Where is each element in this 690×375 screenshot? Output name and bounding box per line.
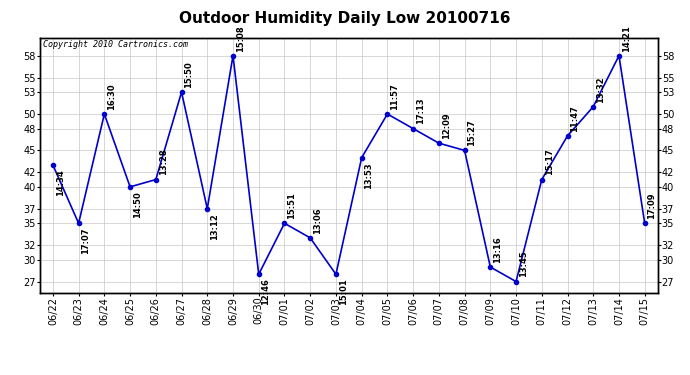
Text: 12:46: 12:46 <box>262 279 270 305</box>
Text: 14:50: 14:50 <box>133 191 142 218</box>
Text: 16:30: 16:30 <box>107 83 116 110</box>
Text: 15:51: 15:51 <box>287 192 296 219</box>
Text: Copyright 2010 Cartronics.com: Copyright 2010 Cartronics.com <box>43 40 188 49</box>
Text: 13:16: 13:16 <box>493 236 502 263</box>
Text: 11:47: 11:47 <box>571 105 580 132</box>
Text: 13:12: 13:12 <box>210 213 219 240</box>
Text: 17:13: 17:13 <box>416 98 425 124</box>
Text: 13:28: 13:28 <box>159 149 168 176</box>
Text: 13:32: 13:32 <box>596 76 605 102</box>
Text: 17:09: 17:09 <box>647 193 656 219</box>
Text: 13:06: 13:06 <box>313 207 322 234</box>
Text: 15:01: 15:01 <box>339 279 348 305</box>
Text: 15:27: 15:27 <box>467 120 476 146</box>
Text: 13:53: 13:53 <box>364 162 373 189</box>
Text: 15:08: 15:08 <box>236 25 245 51</box>
Text: Outdoor Humidity Daily Low 20100716: Outdoor Humidity Daily Low 20100716 <box>179 11 511 26</box>
Text: 17:07: 17:07 <box>81 228 90 254</box>
Text: 13:45: 13:45 <box>519 251 528 278</box>
Text: 11:57: 11:57 <box>390 83 400 110</box>
Text: 14:34: 14:34 <box>56 169 65 196</box>
Text: 12:09: 12:09 <box>442 112 451 139</box>
Text: 14:21: 14:21 <box>622 25 631 51</box>
Text: 15:17: 15:17 <box>544 148 553 176</box>
Text: 15:50: 15:50 <box>184 61 193 88</box>
